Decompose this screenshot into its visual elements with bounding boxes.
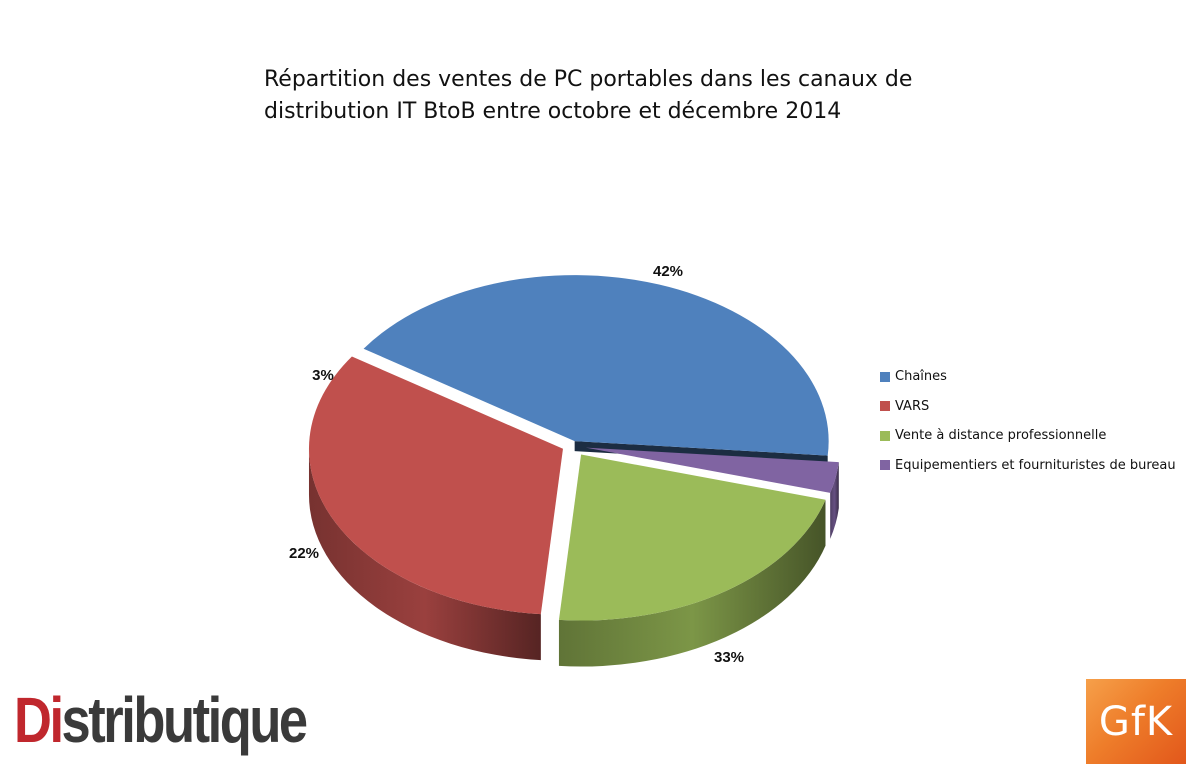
chart-title-line-1: Répartition des ventes de PC portables d… bbox=[264, 67, 913, 92]
pie-slice-chaines bbox=[363, 275, 829, 456]
legend-swatch-vente-distance bbox=[880, 430, 890, 441]
data-label-equipementiers: 3% bbox=[312, 367, 334, 384]
legend-item-vars: VARS bbox=[880, 392, 1176, 422]
gfk-logo: GfK bbox=[1086, 679, 1186, 764]
chart-title: Répartition des ventes de PC portables d… bbox=[264, 64, 964, 128]
data-label-vars: 33% bbox=[714, 649, 744, 666]
data-label-chaines: 42% bbox=[653, 263, 683, 280]
pie-slice-equipementiers bbox=[585, 447, 839, 493]
distributique-logo: Distributique bbox=[14, 680, 309, 760]
legend-item-equipementiers: Equipementiers et fournituristes de bure… bbox=[880, 451, 1176, 481]
distributique-logo-lead: Di bbox=[14, 684, 64, 756]
legend-swatch-chaines bbox=[880, 371, 890, 382]
legend-label-chaines: Chaînes bbox=[895, 369, 947, 385]
legend-swatch-equipementiers bbox=[880, 460, 890, 471]
pie-slice-vars bbox=[308, 356, 563, 615]
legend-swatch-vars bbox=[880, 401, 890, 412]
pie-tops bbox=[308, 275, 839, 621]
legend: Chaînes VARS Vente à distance profession… bbox=[880, 362, 1176, 480]
legend-item-chaines: Chaînes bbox=[880, 362, 1176, 392]
distributique-logo-rest: stributique bbox=[61, 684, 309, 756]
pie-slice-vente-distance bbox=[558, 454, 826, 621]
legend-label-equipementiers: Equipementiers et fournituristes de bure… bbox=[895, 457, 1176, 473]
legend-label-vars: VARS bbox=[895, 398, 930, 414]
legend-label-vente-distance: Vente à distance professionnelle bbox=[895, 428, 1107, 444]
chart-title-line-2: distribution IT BtoB entre octobre et dé… bbox=[264, 99, 842, 124]
gfk-logo-text: GfK bbox=[1098, 698, 1174, 745]
pie-side-vente-distance bbox=[558, 499, 826, 667]
pie-side-equipementiers bbox=[830, 462, 839, 539]
pie-side-vars bbox=[308, 448, 541, 661]
legend-item-vente-distance: Vente à distance professionnelle bbox=[880, 421, 1176, 451]
pie-labels: 42% 33% 22% 3% bbox=[289, 263, 744, 666]
data-label-vente-distance: 22% bbox=[289, 545, 319, 562]
